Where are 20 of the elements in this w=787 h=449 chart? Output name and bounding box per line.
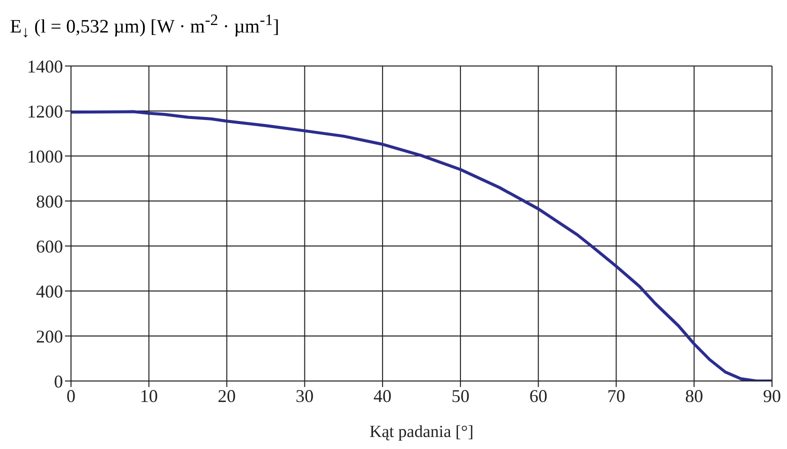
y-tick-label: 200 xyxy=(36,326,63,346)
y-tick-label: 400 xyxy=(36,281,63,302)
x-tick-label: 40 xyxy=(374,386,392,406)
y-tick-label: 600 xyxy=(36,236,63,256)
x-tick-label: 70 xyxy=(607,386,626,406)
x-tick-label: 20 xyxy=(218,386,236,406)
x-tick-label: 80 xyxy=(685,386,704,406)
y-tick-label: 800 xyxy=(36,191,63,212)
x-tick-label: 0 xyxy=(66,386,76,406)
x-tick-label: 10 xyxy=(140,386,158,406)
x-axis-title: Kąt padania [°] xyxy=(369,422,474,441)
x-tick-label: 50 xyxy=(451,386,470,406)
x-tick-label: 60 xyxy=(529,386,548,406)
x-tick-label: 30 xyxy=(296,386,314,406)
y-tick-label: 1400 xyxy=(27,56,63,76)
x-tick-label: 90 xyxy=(763,386,781,406)
y-tick-label: 1000 xyxy=(27,146,63,166)
y-tick-label: 0 xyxy=(54,371,63,392)
y-tick-label: 1200 xyxy=(27,101,63,122)
chart-title: E$_{↓}$ (l = 0,532 µm) [W · m$^{-2}$ · µm$^{-1}$] xyxy=(9,11,280,44)
